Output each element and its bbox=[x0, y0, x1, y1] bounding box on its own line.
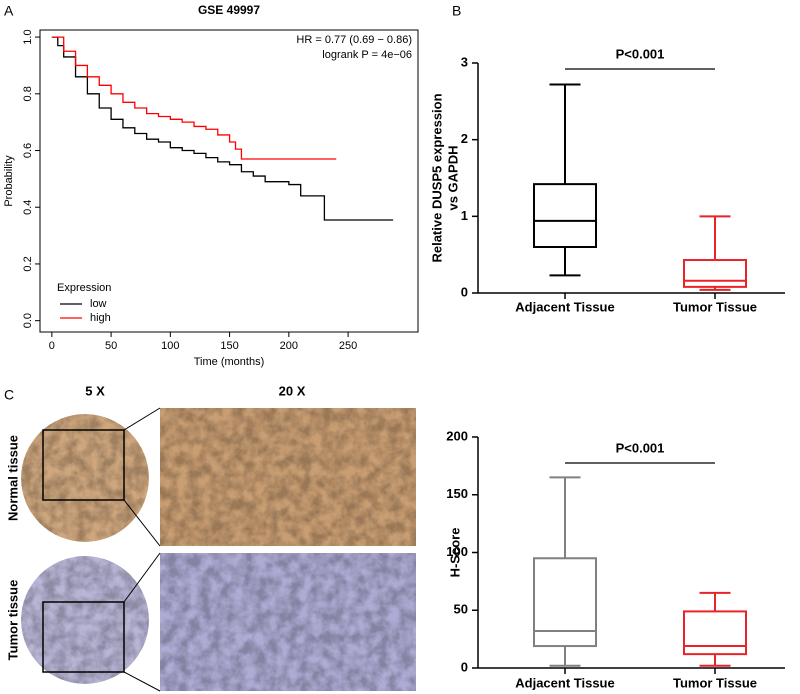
annotation: HR = 0.77 (0.69 − 0.86) bbox=[296, 34, 412, 46]
y-tick-label: 0 bbox=[461, 659, 468, 674]
legend-title: Expression bbox=[57, 282, 111, 294]
box bbox=[683, 610, 747, 656]
legend-label: low bbox=[90, 298, 107, 310]
y-tick-label: 50 bbox=[454, 602, 468, 617]
y-axis-label: vs GAPDH bbox=[445, 145, 460, 210]
y-tick-label: 0.4 bbox=[22, 200, 34, 215]
x-axis-label: Time (months) bbox=[194, 356, 265, 368]
y-tick-label: 150 bbox=[446, 486, 468, 501]
row-label: Normal tissue bbox=[5, 435, 20, 521]
significance-label: P<0.001 bbox=[616, 440, 665, 455]
y-tick-label: 0.2 bbox=[22, 256, 34, 271]
box bbox=[533, 183, 597, 248]
y-axis-label: H-Score bbox=[447, 528, 462, 578]
y-tick-label: 0.8 bbox=[22, 86, 34, 101]
chart-title: GSE 49997 bbox=[198, 3, 260, 17]
micrograph bbox=[21, 556, 149, 684]
zoom-line bbox=[123, 671, 161, 692]
survival-curve bbox=[51, 36, 394, 221]
column-label: 5 X bbox=[85, 383, 105, 398]
y-tick-label: 1 bbox=[461, 208, 468, 223]
zoom-line bbox=[123, 499, 161, 547]
y-tick-label: 100 bbox=[446, 544, 468, 559]
micrograph bbox=[160, 408, 416, 546]
x-tick-label: 200 bbox=[280, 340, 298, 352]
y-tick-label: 0.6 bbox=[22, 143, 34, 158]
y-tick-label: 200 bbox=[446, 428, 468, 443]
x-tick-label: 100 bbox=[161, 340, 179, 352]
column-label: 20 X bbox=[279, 383, 306, 398]
zoom-box bbox=[42, 429, 125, 501]
zoom-line bbox=[123, 552, 161, 603]
x-tick-label: 250 bbox=[339, 340, 357, 352]
micrograph bbox=[21, 414, 149, 542]
legend-label: high bbox=[90, 312, 111, 324]
zoom-line bbox=[123, 407, 161, 431]
y-axis-label: Relative DUSP5 expression bbox=[429, 93, 444, 262]
y-tick-label: 0 bbox=[461, 284, 468, 299]
x-tick-label: Tumor Tissue bbox=[673, 675, 757, 690]
significance-label: P<0.001 bbox=[616, 46, 665, 61]
y-tick-label: 0.0 bbox=[22, 313, 34, 328]
panel-label: B bbox=[452, 3, 461, 19]
x-tick-label: 50 bbox=[105, 340, 117, 352]
y-tick-label: 3 bbox=[461, 54, 468, 69]
box bbox=[533, 557, 597, 648]
annotation: logrank P = 4e−06 bbox=[322, 49, 412, 61]
y-axis-label: Probability bbox=[3, 155, 15, 207]
x-tick-label: 0 bbox=[49, 340, 55, 352]
x-tick-label: 150 bbox=[220, 340, 238, 352]
zoom-box bbox=[42, 601, 125, 673]
plot-frame bbox=[39, 29, 419, 333]
box bbox=[683, 259, 747, 288]
micrograph bbox=[160, 553, 416, 691]
y-tick-label: 1.0 bbox=[22, 29, 34, 44]
x-tick-label: Adjacent Tissue bbox=[515, 675, 614, 690]
x-tick-label: Tumor Tissue bbox=[673, 299, 757, 314]
panel-label: C bbox=[4, 387, 14, 403]
panel-label: A bbox=[4, 3, 14, 19]
x-tick-label: Adjacent Tissue bbox=[515, 299, 614, 314]
row-label: Tumor tissue bbox=[5, 580, 20, 661]
survival-curve bbox=[51, 36, 337, 160]
y-tick-label: 2 bbox=[461, 131, 468, 146]
